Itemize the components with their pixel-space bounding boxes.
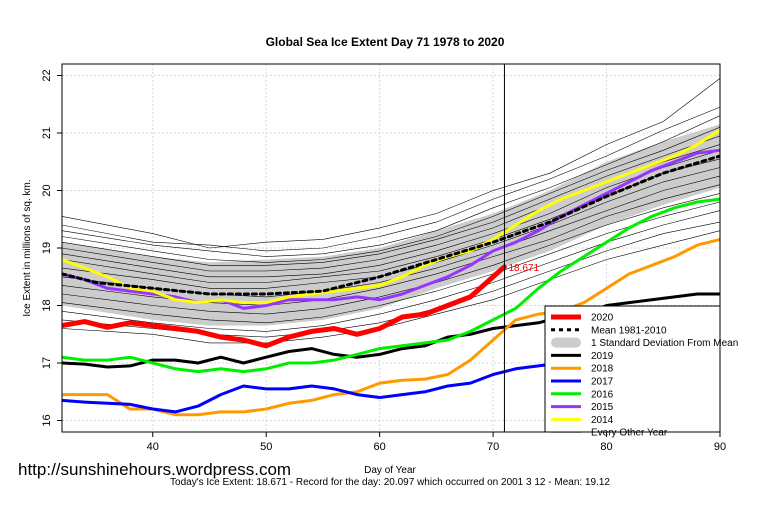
y-tick-label: 19 bbox=[41, 242, 53, 254]
x-tick-label: 40 bbox=[147, 441, 159, 453]
legend-label: 2020 bbox=[591, 313, 614, 324]
watermark-url: http://sunshinehours.wordpress.com bbox=[18, 460, 291, 479]
y-tick-label: 16 bbox=[41, 414, 53, 426]
footer-text: Today's Ice Extent: 18.671 - Record for … bbox=[170, 477, 610, 488]
x-axis-label: Day of Year bbox=[364, 465, 416, 476]
other-year-line bbox=[62, 126, 720, 263]
legend-label: 2015 bbox=[591, 402, 614, 413]
legend-label: 2019 bbox=[591, 351, 614, 362]
other-year-line bbox=[62, 115, 720, 257]
y-tick-label: 20 bbox=[41, 184, 53, 196]
x-tick-label: 90 bbox=[714, 441, 726, 453]
legend-label: 2014 bbox=[591, 415, 614, 426]
other-year-line bbox=[62, 106, 720, 252]
x-tick-label: 60 bbox=[374, 441, 386, 453]
legend-label: Mean 1981-2010 bbox=[591, 325, 667, 336]
other-year-line bbox=[62, 230, 720, 344]
y-axis-label: Ice Extent in millions of sq. km. bbox=[22, 179, 33, 316]
series-line-2016 bbox=[62, 197, 720, 374]
x-tick-label: 80 bbox=[600, 441, 612, 453]
other-year-line bbox=[62, 201, 720, 324]
legend-label: 2016 bbox=[591, 389, 614, 400]
chart-title: Global Sea Ice Extent Day 71 1978 to 202… bbox=[266, 35, 505, 49]
legend-label: 1 Standard Deviation From Mean bbox=[591, 338, 738, 349]
legend-label: 2017 bbox=[591, 377, 614, 388]
y-tick-label: 21 bbox=[41, 127, 53, 139]
legend-label: 2018 bbox=[591, 364, 614, 375]
legend-swatch-band bbox=[551, 337, 581, 348]
other-year-line bbox=[62, 167, 720, 289]
axes: 40 50 60 70 80 90 16 17 18 19 20 21 22 bbox=[41, 69, 726, 453]
y-tick-label: 22 bbox=[41, 69, 53, 81]
series-line-mean-1981-2010 bbox=[62, 154, 720, 296]
x-tick-label: 50 bbox=[260, 441, 272, 453]
series-line-2015 bbox=[62, 148, 720, 310]
series-line-2019 bbox=[62, 292, 720, 369]
y-tick-label: 17 bbox=[41, 357, 53, 369]
y-tick-label: 18 bbox=[41, 299, 53, 311]
other-year-line bbox=[62, 78, 720, 249]
current-value-label: 18.671 bbox=[508, 263, 539, 274]
other-year-line bbox=[62, 150, 720, 278]
other-year-line bbox=[62, 135, 720, 266]
series-line-2018 bbox=[62, 237, 720, 417]
series-line-2020 bbox=[62, 264, 507, 349]
series-line-2014 bbox=[62, 128, 720, 305]
legend-label: Every Other Year bbox=[591, 428, 668, 439]
other-year-line bbox=[62, 193, 720, 315]
x-tick-label: 70 bbox=[487, 441, 499, 453]
other-year-line bbox=[62, 210, 720, 332]
std-band bbox=[62, 124, 720, 326]
